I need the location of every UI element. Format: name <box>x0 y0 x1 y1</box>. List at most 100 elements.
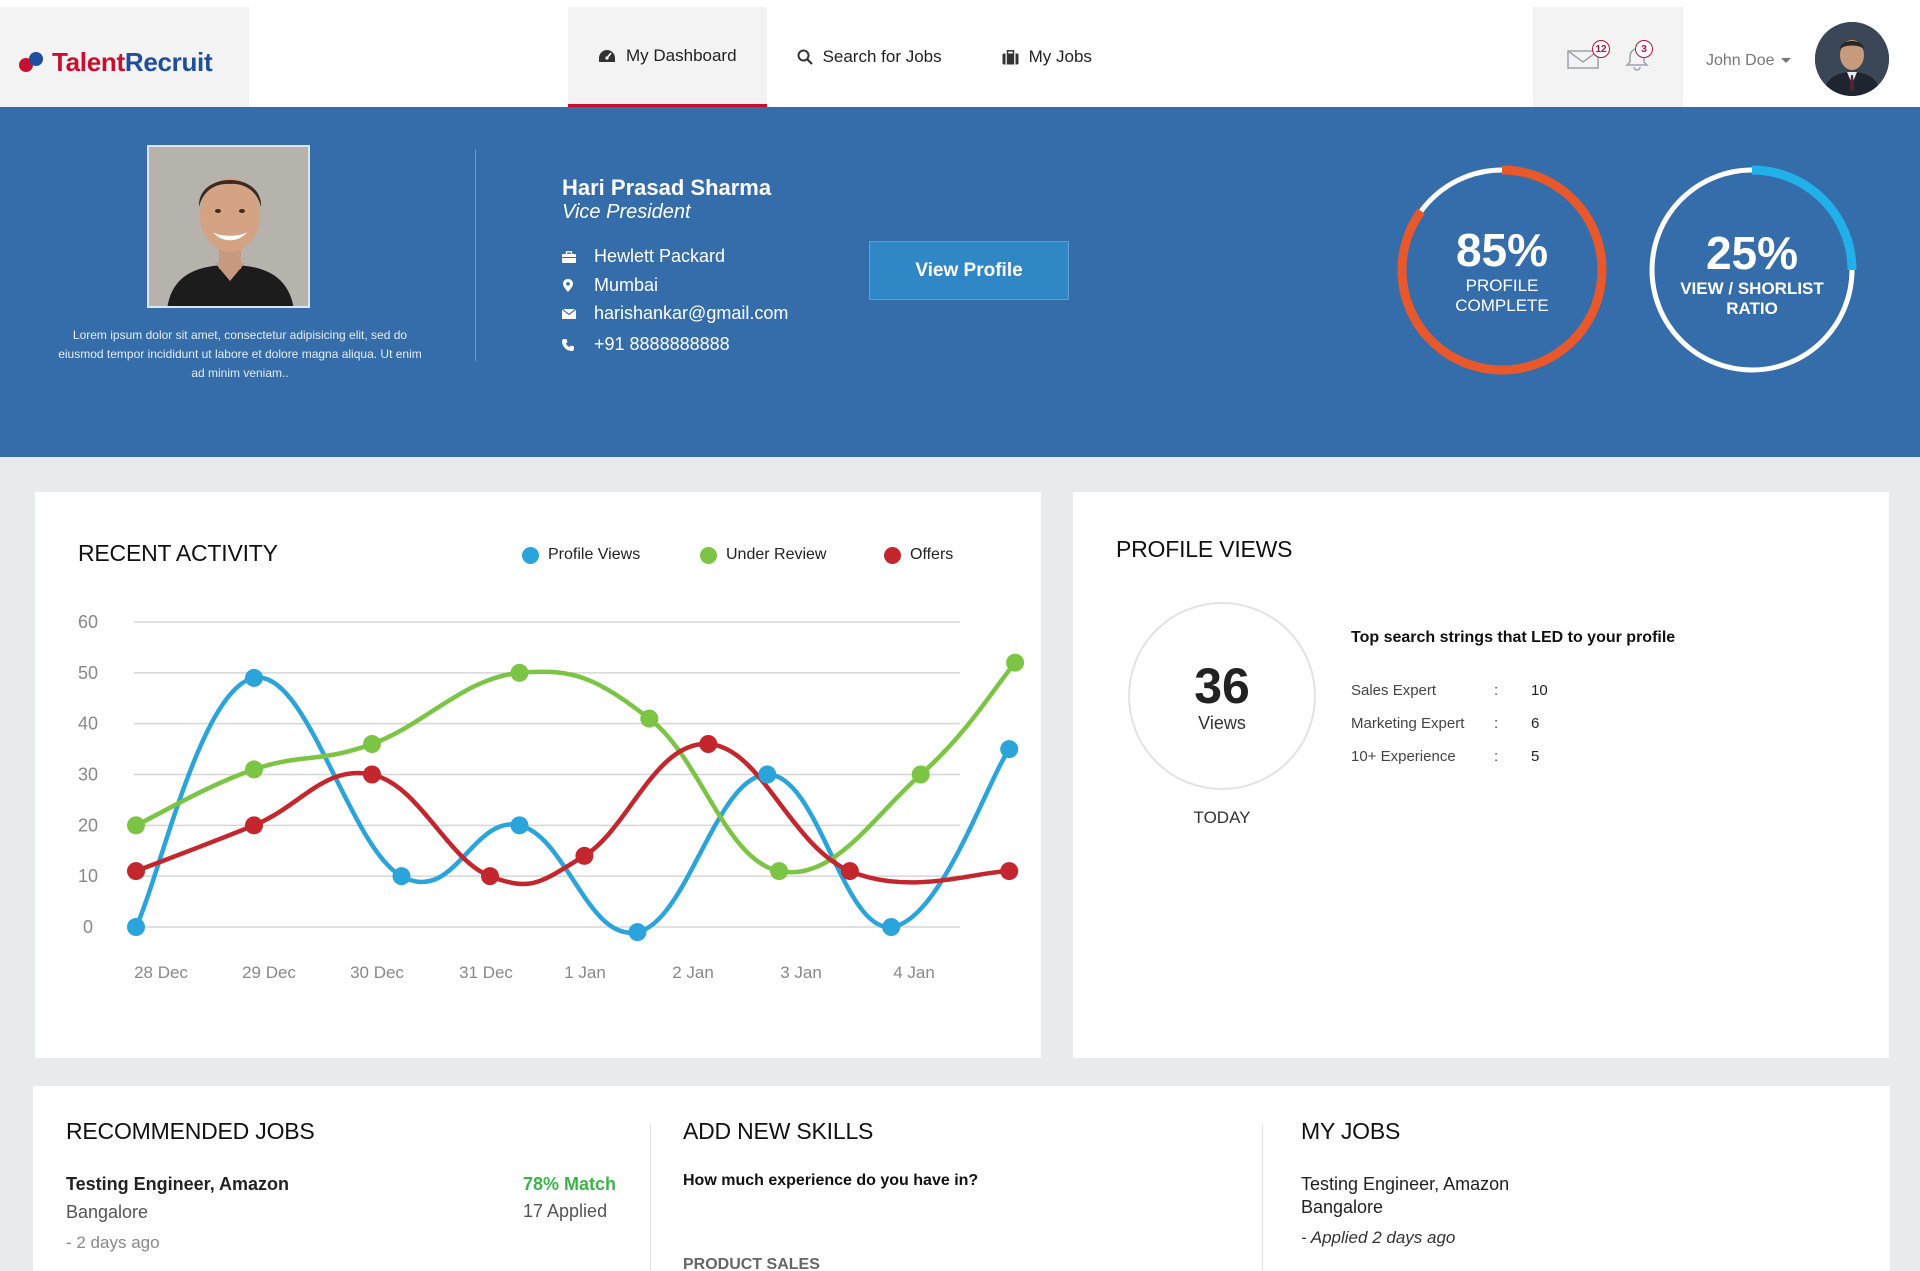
recommended-jobs-title: RECOMMENDED JOBS <box>66 1118 315 1144</box>
data-point-1[interactable] <box>770 862 789 881</box>
profile-email[interactable]: harishankar@gmail.com <box>562 303 788 324</box>
legend-label: Under Review <box>726 546 827 563</box>
messages-count-badge: 12 <box>1592 40 1610 58</box>
recommended-job-match: 78% Match <box>523 1174 617 1194</box>
data-point-0[interactable] <box>245 668 263 687</box>
data-point-0[interactable] <box>882 918 901 936</box>
notifications-button[interactable]: 3 <box>1625 40 1653 76</box>
recommended-job-applied: 17 Applied <box>523 1201 608 1221</box>
view-shortlist-ring: 25% VIEW / SHORLIST RATIO <box>1646 164 1858 376</box>
data-point-2[interactable] <box>127 862 145 881</box>
view-profile-button[interactable]: View Profile <box>869 241 1069 300</box>
email-address: harishankar@gmail.com <box>594 303 789 323</box>
recommended-job-title[interactable]: Testing Engineer, Amazon <box>66 1174 290 1194</box>
recent-activity-chart: 0 10 20 30 40 50 60 28 Dec 29 Dec 30 Dec 31 Dec 1 J… <box>78 612 1025 982</box>
data-point-2[interactable] <box>245 816 263 835</box>
data-point-2[interactable] <box>699 735 718 753</box>
profile-views-count: 36 <box>1194 657 1250 714</box>
search-sep: : <box>1494 748 1499 765</box>
data-point-1[interactable] <box>911 765 930 784</box>
y-tick-label: 40 <box>78 714 98 734</box>
envelope-icon <box>562 308 576 319</box>
messages-button[interactable]: 12 <box>1567 40 1610 74</box>
data-point-0[interactable] <box>392 867 411 886</box>
brand-logo[interactable]: TalentRecruit <box>0 7 249 107</box>
profile-name: Hari Prasad Sharma <box>562 175 772 200</box>
nav-my-dashboard[interactable]: My Dashboard <box>568 7 767 107</box>
legend-dot-icon <box>884 546 901 564</box>
data-point-2[interactable] <box>840 862 859 881</box>
top-bar: TalentRecruit My Dashboard Search for Jo… <box>0 0 1920 107</box>
my-job-title[interactable]: Testing Engineer, Amazon <box>1301 1174 1510 1194</box>
nav-search-for-jobs[interactable]: Search for Jobs <box>767 7 972 107</box>
recommended-job-location: Bangalore <box>66 1202 149 1222</box>
data-point-1[interactable] <box>510 663 529 682</box>
profile-views-period: TODAY <box>1193 808 1251 827</box>
legend-label: Offers <box>910 546 954 563</box>
nav-label: My Jobs <box>1028 47 1092 66</box>
user-menu-toggle[interactable]: John Doe <box>1706 52 1791 70</box>
data-point-0[interactable] <box>127 918 145 936</box>
chevron-down-icon <box>1780 58 1791 64</box>
my-jobs-title: MY JOBS <box>1301 1118 1401 1144</box>
legend-dot-icon <box>700 546 717 564</box>
profile-company: Hewlett Packard <box>562 246 725 267</box>
nav-label: My Dashboard <box>626 45 737 65</box>
data-point-1[interactable] <box>127 816 145 835</box>
briefcase-icon <box>562 250 576 263</box>
data-point-0[interactable] <box>510 816 529 835</box>
search-count: 5 <box>1531 748 1540 765</box>
data-point-1[interactable] <box>1006 653 1025 672</box>
x-tick-label: 2 Jan <box>672 963 714 982</box>
series-line-0 <box>133 675 1012 935</box>
x-tick-label: 31 Dec <box>459 963 513 982</box>
data-point-1[interactable] <box>245 760 263 779</box>
data-point-2[interactable] <box>1000 862 1019 881</box>
data-point-0[interactable] <box>758 765 777 784</box>
nav-label: Search for Jobs <box>822 47 942 66</box>
data-point-1[interactable] <box>640 709 659 728</box>
main-nav: My Dashboard Search for Jobs My Jobs <box>568 7 1122 107</box>
search-sep: : <box>1494 715 1499 732</box>
skill-label: PRODUCT SALES <box>683 1256 820 1271</box>
profile-bio: Lorem ipsum dolor sit amet, consectetur … <box>58 328 422 380</box>
search-sep: : <box>1494 682 1499 699</box>
legend-offers[interactable]: Offers <box>884 546 953 564</box>
search-term: 10+ Experience <box>1351 748 1456 765</box>
user-name: John Doe <box>1706 52 1775 69</box>
search-term: Sales Expert <box>1351 682 1437 699</box>
series-line-1 <box>133 660 1018 875</box>
avatar-portrait-icon <box>1815 22 1889 96</box>
dashboard-icon <box>599 49 615 62</box>
search-icon <box>797 49 813 65</box>
series-line-2 <box>133 741 1012 887</box>
bottom-panels-card <box>33 1086 1890 1271</box>
data-point-1[interactable] <box>363 735 381 753</box>
progress-ring-icon <box>1647 165 1857 375</box>
logo-mark-icon <box>19 52 43 72</box>
data-point-0[interactable] <box>1000 740 1019 759</box>
nav-my-jobs[interactable]: My Jobs <box>972 7 1122 107</box>
briefcase-icon <box>1002 49 1019 64</box>
user-avatar[interactable] <box>1815 22 1889 96</box>
brand-name: TalentRecruit <box>52 47 213 77</box>
view-shortlist-percent: 25% <box>1705 227 1799 279</box>
data-point-0[interactable] <box>628 923 647 942</box>
search-count: 6 <box>1531 715 1540 732</box>
skills-question: How much experience do you have in? <box>683 1172 979 1189</box>
legend-profile-views[interactable]: Profile Views <box>522 546 640 564</box>
profile-phone: +91 8888888888 <box>562 334 730 355</box>
profile-views-count-label: Views <box>1198 712 1246 733</box>
data-point-2[interactable] <box>481 867 499 886</box>
data-point-2[interactable] <box>575 846 594 865</box>
y-tick-label: 0 <box>83 917 93 937</box>
notifications-count-badge: 3 <box>1635 40 1653 58</box>
recent-activity-title: RECENT ACTIVITY <box>78 540 278 566</box>
x-tick-label: 4 Jan <box>893 963 935 982</box>
data-point-2[interactable] <box>363 765 381 784</box>
legend-under-review[interactable]: Under Review <box>700 546 826 564</box>
phone-icon <box>562 338 574 351</box>
x-tick-label: 29 Dec <box>242 963 296 982</box>
y-tick-label: 10 <box>78 866 98 886</box>
company-name: Hewlett Packard <box>594 246 726 266</box>
